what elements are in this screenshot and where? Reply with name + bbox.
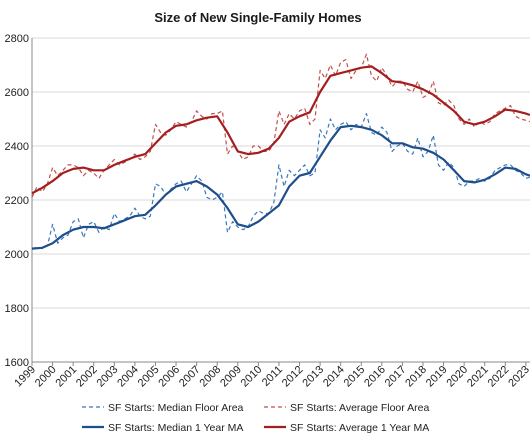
x-tick-label: 2022 [486, 364, 512, 390]
y-tick-label: 2400 [5, 141, 29, 153]
grid-lines [31, 37, 530, 363]
x-tick-label: 2008 [198, 364, 224, 390]
x-tick-label: 2010 [239, 364, 265, 390]
x-tick-label: 2016 [362, 364, 388, 390]
x-axis-ticks: 1999200020012002200320042005200620072008… [12, 362, 530, 389]
chart-title: Size of New Single-Family Homes [154, 10, 361, 25]
y-tick-label: 2200 [5, 195, 29, 207]
y-tick-label: 2600 [5, 87, 29, 99]
y-axis-ticks: 1600 1800 2000 2200 2400 2600 2800 [5, 33, 29, 369]
x-tick-label: 2012 [280, 364, 306, 390]
legend-label: SF Starts: Median 1 Year MA [108, 422, 243, 434]
x-tick-label: 2013 [300, 364, 326, 390]
x-tick-label: 2006 [156, 364, 182, 390]
x-tick-label: 2017 [383, 364, 409, 390]
y-tick-label: 1600 [5, 357, 29, 369]
x-tick-label: 2003 [95, 364, 121, 390]
x-tick-label: 2014 [321, 364, 347, 390]
x-tick-label: 2019 [424, 364, 450, 390]
x-tick-label: 2000 [33, 364, 59, 390]
y-tick-label: 2800 [5, 33, 29, 45]
x-tick-label: 2004 [115, 364, 141, 390]
x-tick-label: 2001 [53, 364, 79, 390]
y-tick-label: 1800 [5, 303, 29, 315]
x-tick-label: 2015 [342, 364, 368, 390]
x-tick-label: 2011 [260, 364, 285, 389]
legend: SF Starts: Median Floor Area SF Starts: A… [82, 402, 429, 434]
series-lines [31, 53, 530, 250]
x-tick-label: 2018 [403, 364, 429, 390]
legend-label: SF Starts: Average 1 Year MA [290, 422, 429, 434]
y-tick-label: 2000 [5, 249, 29, 261]
x-tick-label: 2009 [218, 364, 244, 390]
x-tick-label: 2020 [444, 364, 470, 390]
x-tick-label: 2007 [177, 364, 203, 390]
x-tick-label: 2023 [506, 364, 530, 390]
series-line-2 [31, 124, 530, 250]
legend-label: SF Starts: Average Floor Area [290, 402, 429, 414]
series-line-3 [31, 65, 530, 195]
x-tick-label: 2021 [465, 364, 491, 390]
x-tick-label: 2005 [136, 364, 162, 390]
x-tick-label: 2002 [74, 364, 100, 390]
legend-label: SF Starts: Median Floor Area [108, 402, 244, 414]
